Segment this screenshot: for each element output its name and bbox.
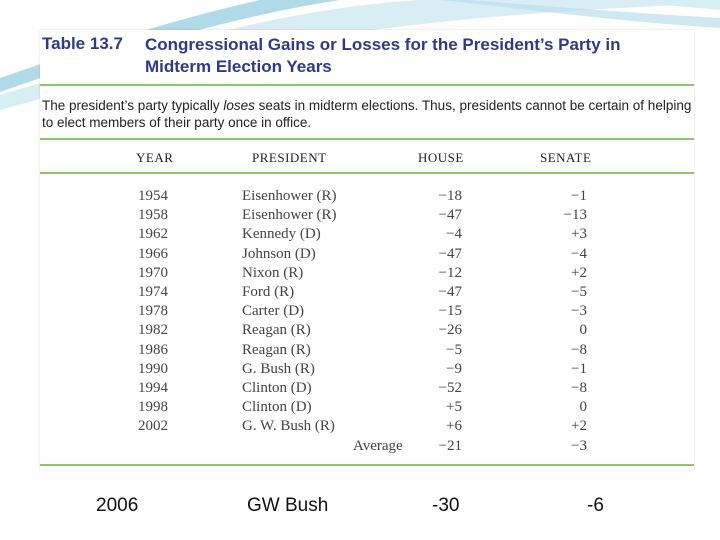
table-row: 1998 Clinton (D) +5 0: [40, 399, 694, 418]
row-year: 1994: [138, 380, 168, 396]
row-president: Eisenhower (R): [242, 188, 337, 204]
row-president: Carter (D): [242, 303, 305, 320]
row-year: 1982: [138, 322, 168, 339]
row-president: G. Bush (R): [242, 360, 315, 377]
added-senate: -6: [587, 495, 604, 516]
row-senate: −5: [571, 284, 587, 300]
added-row-2006: 2006 GW Bush -30 -6: [0, 495, 720, 521]
table-caption: The president’s party typically loses se…: [42, 97, 692, 131]
table-row: 2002 G. W. Bush (R) +6 +2: [40, 418, 694, 437]
row-senate: −8: [571, 380, 587, 396]
row-house: −18: [438, 188, 462, 204]
row-senate: −3: [571, 303, 587, 320]
row-president: Clinton (D): [242, 399, 312, 416]
caption-text-before: The president’s party typically: [42, 98, 224, 113]
added-house: -30: [432, 495, 460, 516]
title-rule: [40, 84, 694, 86]
row-year: 1998: [138, 399, 168, 416]
caption-text-after: seats in midterm elections. Thus, presid…: [42, 98, 692, 130]
table-row: 1958 Eisenhower (R) −47 −13: [40, 207, 694, 226]
row-house: −15: [438, 303, 462, 320]
header-house: HOUSE: [418, 150, 464, 165]
row-house: −47: [438, 245, 462, 262]
table-row: 1962 Kennedy (D) −4 +3: [40, 226, 694, 245]
row-president: Nixon (R): [242, 264, 304, 281]
row-president: Reagan (R): [242, 322, 311, 339]
table-row: 1982 Reagan (R) −26 0: [40, 322, 694, 341]
table-title-line1: Congressional Gains or Losses for the Pr…: [145, 35, 621, 54]
table-row: 1970 Nixon (R) −12 +2: [40, 265, 694, 284]
row-year: 1970: [138, 264, 168, 281]
row-house: −9: [446, 360, 462, 377]
row-year: 1974: [138, 284, 168, 300]
row-year: 1978: [138, 303, 168, 320]
table-row: 1978 Carter (D) −15 −3: [40, 303, 694, 322]
row-house: +5: [446, 399, 462, 416]
average-house: −21: [438, 438, 462, 454]
header-president: PRESIDENT: [252, 150, 327, 165]
row-senate: −1: [571, 188, 587, 204]
caption-emphasis: loses: [223, 98, 255, 113]
row-senate: −4: [571, 245, 587, 262]
row-president: Ford (R): [242, 284, 295, 300]
row-senate: −8: [571, 341, 587, 358]
row-house: −47: [438, 207, 462, 224]
row-senate: −13: [563, 207, 587, 224]
table-number: Table 13.7: [42, 34, 123, 53]
added-year: 2006: [96, 495, 139, 516]
row-house: −4: [446, 226, 462, 243]
row-year: 1986: [138, 341, 168, 358]
table-row: 1986 Reagan (R) −5 −8: [40, 342, 694, 361]
row-president: Reagan (R): [242, 341, 311, 358]
row-year: 2002: [138, 418, 168, 435]
row-senate: +2: [571, 418, 587, 435]
table-row: 1966 Johnson (D) −47 −4: [40, 246, 694, 265]
row-house: −5: [446, 341, 462, 358]
row-president: Clinton (D): [242, 380, 312, 396]
row-year: 1954: [138, 188, 168, 204]
row-senate: +2: [571, 264, 587, 281]
row-house: −12: [438, 264, 462, 281]
row-house: −47: [438, 284, 462, 300]
row-house: −52: [438, 380, 462, 396]
row-house: +6: [446, 418, 462, 435]
table-bottom-rule: [40, 464, 694, 466]
table-image: Table 13.7 Congressional Gains or Losses…: [40, 30, 694, 470]
average-label: Average: [353, 438, 403, 454]
row-senate: +3: [571, 226, 587, 243]
row-year: 1990: [138, 360, 168, 377]
row-house: −26: [438, 322, 462, 339]
row-year: 1966: [138, 245, 168, 262]
added-president: GW Bush: [247, 495, 329, 516]
header-bottom-rule: [40, 172, 694, 174]
row-president: Kennedy (D): [242, 226, 321, 243]
row-senate: −1: [571, 360, 587, 377]
row-year: 1958: [138, 207, 168, 224]
average-row: −21 −3: [40, 438, 694, 457]
table-row: 1974 Ford (R) −47 −5: [40, 284, 694, 303]
row-year: 1962: [138, 226, 168, 243]
header-year: YEAR: [136, 150, 174, 165]
table-title-line2: Midterm Election Years: [145, 57, 332, 76]
table-row: 1994 Clinton (D) −52 −8: [40, 380, 694, 399]
row-president: Eisenhower (R): [242, 207, 337, 224]
row-senate: 0: [579, 399, 588, 416]
average-senate: −3: [571, 438, 587, 454]
row-senate: 0: [579, 322, 588, 339]
row-president: Johnson (D): [242, 245, 316, 262]
header-senate: SENATE: [540, 150, 592, 165]
table-row: 1990 G. Bush (R) −9 −1: [40, 361, 694, 380]
table-row: 1954 Eisenhower (R) −18 −1: [40, 188, 694, 207]
header-top-rule: [40, 138, 694, 140]
row-president: G. W. Bush (R): [242, 418, 335, 435]
